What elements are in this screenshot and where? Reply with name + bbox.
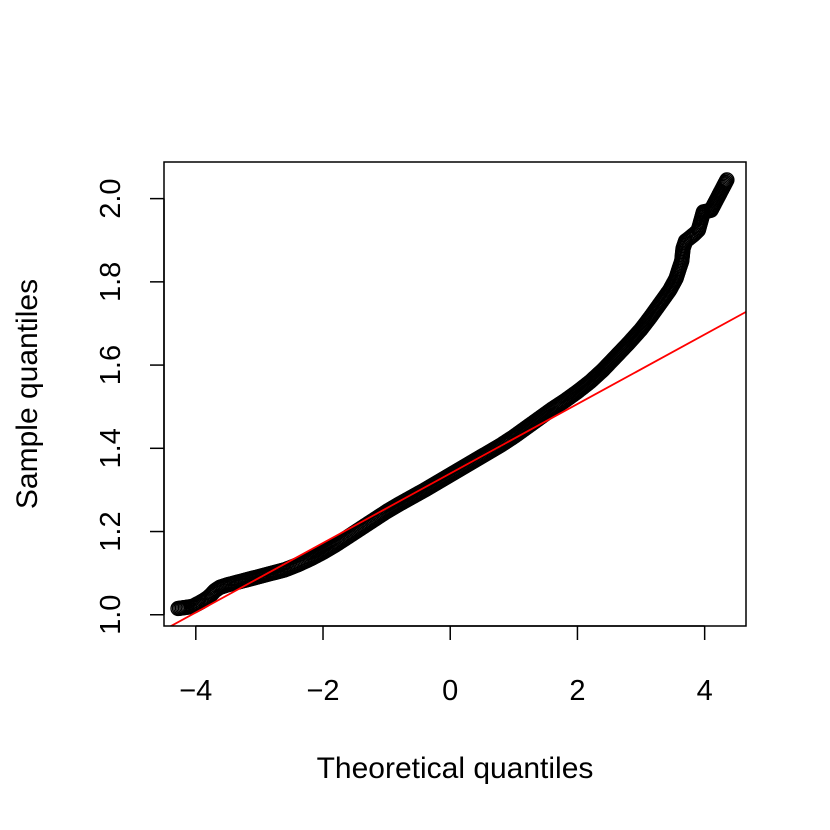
y-tick-label: 1.0 xyxy=(95,595,127,635)
y-tick-label: 1.8 xyxy=(95,262,127,302)
x-axis-label: Theoretical quantiles xyxy=(317,752,594,785)
y-axis: 1.0 1.2 1.4 1.6 1.8 2.0 xyxy=(95,178,165,635)
x-axis: −4 −2 0 2 4 xyxy=(179,625,713,707)
x-tick-label: 2 xyxy=(569,675,585,707)
x-tick-label: 4 xyxy=(697,675,713,707)
x-tick-label: −4 xyxy=(179,675,212,707)
reference-line-layer xyxy=(169,311,746,626)
reference-line xyxy=(169,311,746,626)
y-axis-label: Sample quantiles xyxy=(11,279,44,509)
y-tick-label: 2.0 xyxy=(95,178,127,218)
x-tick-label: 0 xyxy=(442,675,458,707)
data-point xyxy=(719,172,735,188)
y-tick-label: 1.2 xyxy=(95,511,127,551)
y-tick-label: 1.6 xyxy=(95,345,127,385)
y-tick-label: 1.4 xyxy=(95,428,127,468)
x-tick-label: −2 xyxy=(306,675,339,707)
